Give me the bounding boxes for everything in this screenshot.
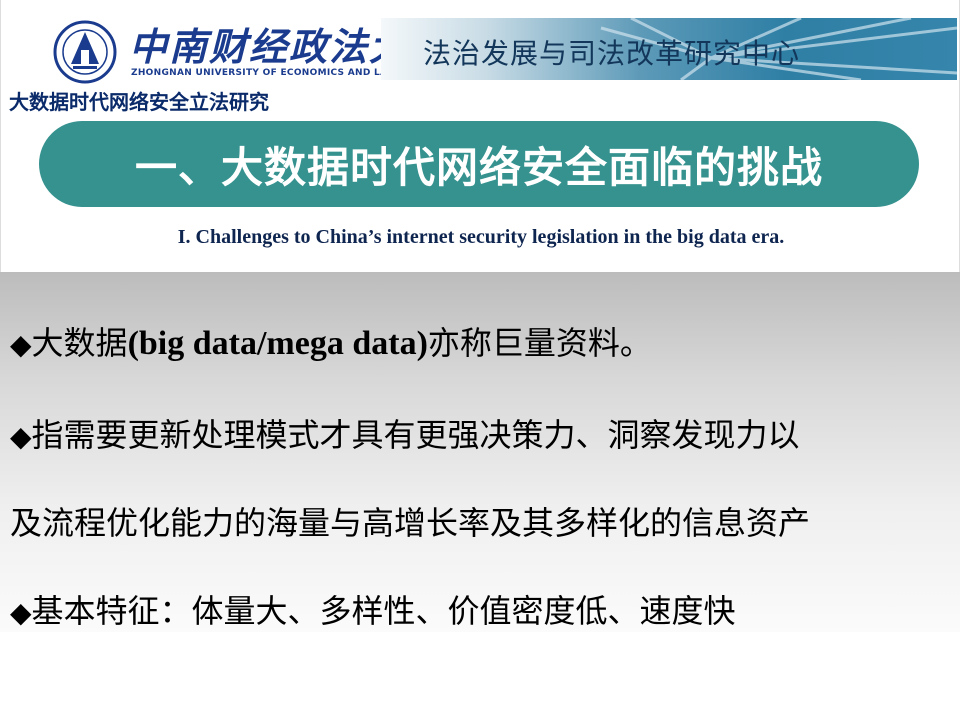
university-logo-emblem — [53, 20, 117, 84]
bullet-line-2: ◆指需要更新处理模式才具有更强决策力、洞察发现力以 — [10, 410, 800, 456]
continuation-line: 及流程优化能力的海量与高增长率及其多样化的信息资产 — [10, 504, 811, 542]
center-name: 法治发展与司法改革研究中心 — [423, 37, 801, 70]
bullet-line-3: ◆基本特征：体量大、多样性、价值密度低、速度快 — [10, 586, 736, 632]
line4-text: 基本特征：体量大、多样性、价值密度低、速度快 — [31, 592, 736, 630]
diamond-bullet-icon: ◆ — [10, 328, 32, 361]
slide-header: 中南财经政法大学 ZHONGNAN UNIVERSITY OF ECONOMIC… — [0, 0, 960, 272]
diamond-bullet-icon: ◆ — [10, 420, 32, 453]
line1-bold: (big data/mega data) — [127, 325, 428, 362]
university-name-en: ZHONGNAN UNIVERSITY OF ECONOMICS AND LAW — [131, 68, 398, 78]
section-title-pill: 一、大数据时代网络安全面临的挑战 — [39, 121, 919, 207]
line2-text: 指需要更新处理模式才具有更强决策力、洞察发现力以 — [31, 416, 800, 454]
section-title-cn: 一、大数据时代网络安全面临的挑战 — [134, 142, 823, 192]
line1-text: 大数据 — [31, 324, 128, 362]
section-title-en: I. Challenges to China’s internet securi… — [177, 226, 785, 248]
diamond-bullet-icon: ◆ — [10, 596, 32, 629]
center-banner: 法治发展与司法改革研究中心 — [381, 18, 957, 80]
line1-post: 亦称巨量资料。 — [427, 324, 652, 362]
burst-decoration-icon — [600, 18, 957, 80]
slide-body: ◆大数据(big data/mega data)亦称巨量资料。 ◆指需要更新处理… — [0, 272, 960, 632]
bullet-line-1: ◆大数据(big data/mega data)亦称巨量资料。 — [10, 318, 652, 364]
subject-title: 大数据时代网络安全立法研究 — [9, 90, 269, 114]
